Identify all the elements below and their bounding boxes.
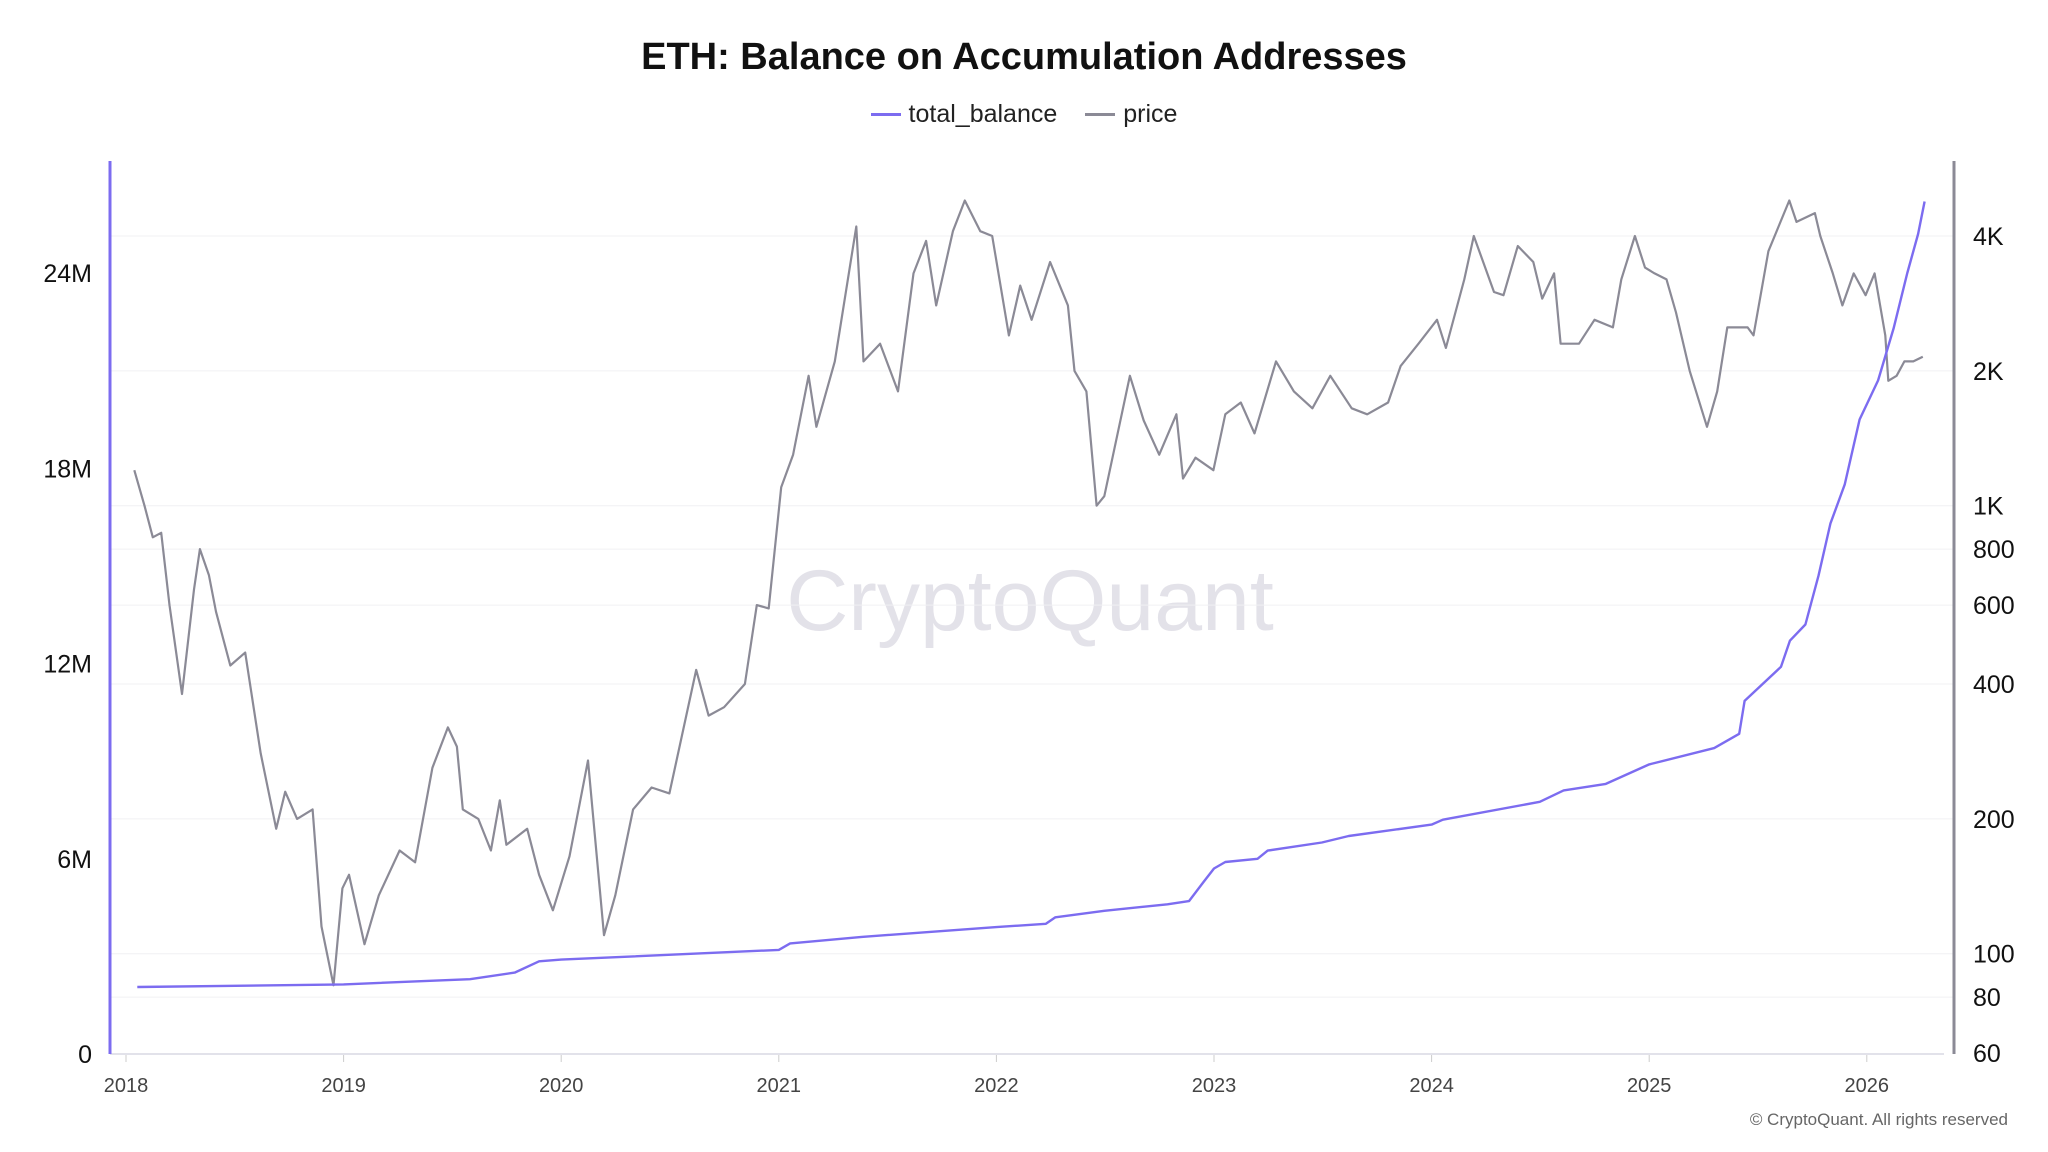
left-tick-label: 6M <box>57 846 92 874</box>
legend-item-total-balance[interactable]: total_balance <box>870 100 1058 129</box>
copyright: © CryptoQuant. All rights reserved <box>1749 1110 2008 1129</box>
legend: total_balance price <box>0 100 2048 129</box>
left-tick-label: 0 <box>78 1041 92 1069</box>
total-balance-line <box>137 201 1926 989</box>
right-tick-label: 600 <box>1973 592 2015 620</box>
left-tick-label: 24M <box>43 260 92 288</box>
x-tick-label: 2023 <box>1192 1075 1237 1097</box>
x-tick-label: 2019 <box>321 1075 366 1097</box>
legend-swatch <box>1085 113 1116 116</box>
price-line <box>133 199 1924 987</box>
right-tick-label: 100 <box>1973 941 2015 969</box>
x-tick-label: 2024 <box>1409 1075 1454 1097</box>
right-tick-label: 1K <box>1973 493 2004 521</box>
right-tick-label: 4K <box>1973 223 2004 251</box>
legend-label: total_balance <box>908 100 1058 128</box>
x-tick-label: 2022 <box>974 1075 1019 1097</box>
left-tick-label: 12M <box>43 651 92 679</box>
x-tick-label: 2021 <box>757 1075 802 1097</box>
legend-label: price <box>1123 100 1178 128</box>
left-tick-label: 18M <box>43 455 92 483</box>
right-tick-label: 800 <box>1973 536 2015 564</box>
chart-title: ETH: Balance on Accumulation Addresses <box>641 36 1407 78</box>
right-tick-label: 60 <box>1973 1040 2001 1068</box>
right-tick-label: 80 <box>1973 984 2001 1012</box>
legend-item-price[interactable]: price <box>1085 100 1177 129</box>
watermark: CryptoQuant <box>786 553 1274 649</box>
x-tick-label: 2026 <box>1845 1075 1890 1097</box>
legend-swatch <box>870 113 901 116</box>
x-tick-label: 2020 <box>539 1075 584 1097</box>
x-tick-label: 2018 <box>104 1075 149 1097</box>
right-tick-label: 2K <box>1973 358 2004 386</box>
x-tick-label: 2025 <box>1627 1075 1672 1097</box>
right-tick-label: 400 <box>1973 671 2015 699</box>
right-tick-label: 200 <box>1973 806 2015 834</box>
